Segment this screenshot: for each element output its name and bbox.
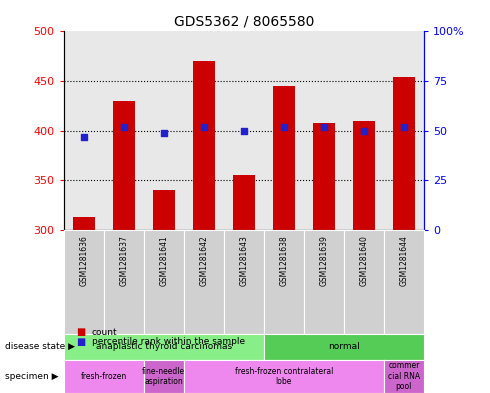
Text: GSM1281636: GSM1281636 — [79, 235, 88, 286]
Bar — [313, 123, 335, 230]
Point — [320, 123, 328, 130]
Text: fine-needle
aspiration: fine-needle aspiration — [142, 367, 185, 386]
Text: specimen ▶: specimen ▶ — [5, 372, 58, 381]
Point — [160, 130, 168, 136]
Bar — [193, 61, 215, 230]
Point — [120, 123, 127, 130]
Bar — [153, 190, 175, 230]
Point — [200, 123, 208, 130]
Text: ■: ■ — [76, 337, 85, 347]
Text: count: count — [92, 328, 117, 336]
Point — [280, 123, 288, 130]
Title: GDS5362 / 8065580: GDS5362 / 8065580 — [173, 15, 314, 29]
Text: commer
cial RNA
pool: commer cial RNA pool — [388, 362, 420, 391]
Bar — [73, 217, 95, 230]
Text: GSM1281642: GSM1281642 — [199, 235, 208, 286]
Text: normal: normal — [328, 342, 360, 351]
Point — [240, 127, 247, 134]
Text: GSM1281637: GSM1281637 — [119, 235, 128, 286]
Text: anaplastic thyroid carcinomas: anaplastic thyroid carcinomas — [96, 342, 232, 351]
Text: GSM1281640: GSM1281640 — [359, 235, 368, 286]
Bar — [353, 121, 375, 230]
Text: GSM1281644: GSM1281644 — [399, 235, 408, 286]
Bar — [273, 86, 295, 230]
Text: ■: ■ — [76, 327, 85, 337]
Text: disease state ▶: disease state ▶ — [5, 342, 75, 351]
Point — [80, 134, 88, 140]
Text: GSM1281639: GSM1281639 — [319, 235, 328, 286]
Text: GSM1281643: GSM1281643 — [239, 235, 248, 286]
Bar — [233, 175, 255, 230]
Point — [360, 127, 368, 134]
Text: GSM1281638: GSM1281638 — [279, 235, 288, 286]
Text: fresh-frozen contralateral
lobe: fresh-frozen contralateral lobe — [235, 367, 333, 386]
Text: GSM1281641: GSM1281641 — [159, 235, 168, 286]
Bar — [113, 101, 135, 230]
Point — [400, 123, 408, 130]
Text: percentile rank within the sample: percentile rank within the sample — [92, 338, 245, 346]
Text: fresh-frozen: fresh-frozen — [80, 372, 127, 381]
Bar — [393, 77, 415, 230]
